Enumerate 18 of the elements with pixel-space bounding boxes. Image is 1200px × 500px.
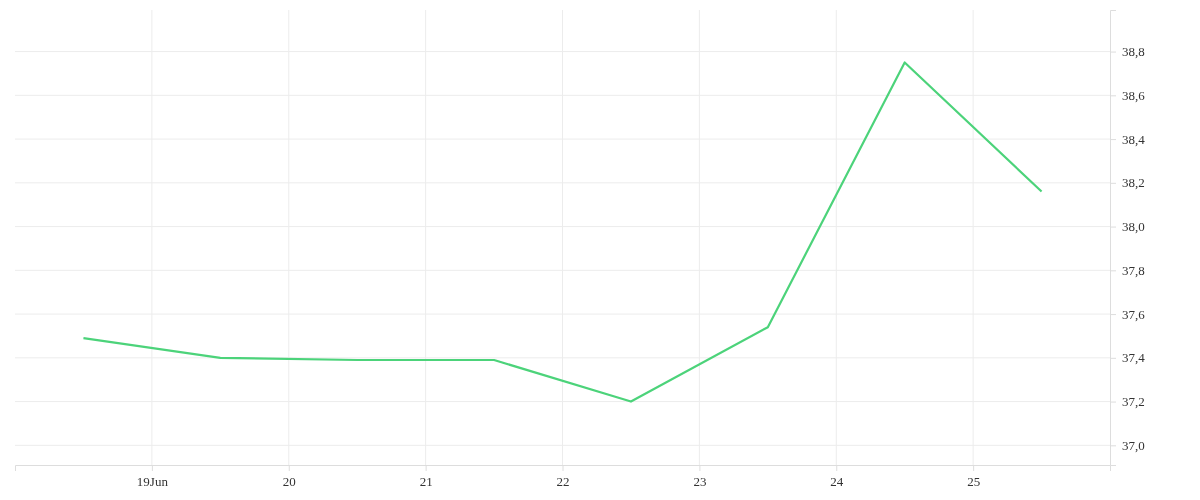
y-tick-label: 38,6 (1122, 87, 1146, 103)
y-tick-label: 38,0 (1122, 219, 1145, 235)
y-tick-label: 38,2 (1122, 175, 1145, 191)
y-tick-label: 37,8 (1122, 262, 1145, 278)
x-tick-label: 19Jun (136, 474, 169, 490)
x-tick-label: 20 (282, 474, 296, 490)
y-tick-label: 37,2 (1122, 394, 1145, 410)
y-tick-label: 38,8 (1122, 44, 1145, 60)
x-tick-label: 21 (419, 474, 433, 490)
y-tick-label: 38,4 (1122, 131, 1146, 147)
x-tick-label: 22 (556, 474, 570, 490)
y-tick-label: 37,0 (1122, 437, 1145, 453)
line-series (82, 61, 1043, 403)
y-tick-label: 37,4 (1122, 350, 1146, 366)
y-tick-label: 37,6 (1122, 306, 1146, 322)
x-tick-label: 24 (830, 474, 844, 490)
x-tick-label: 25 (967, 474, 981, 490)
x-tick-label: 23 (693, 474, 707, 490)
